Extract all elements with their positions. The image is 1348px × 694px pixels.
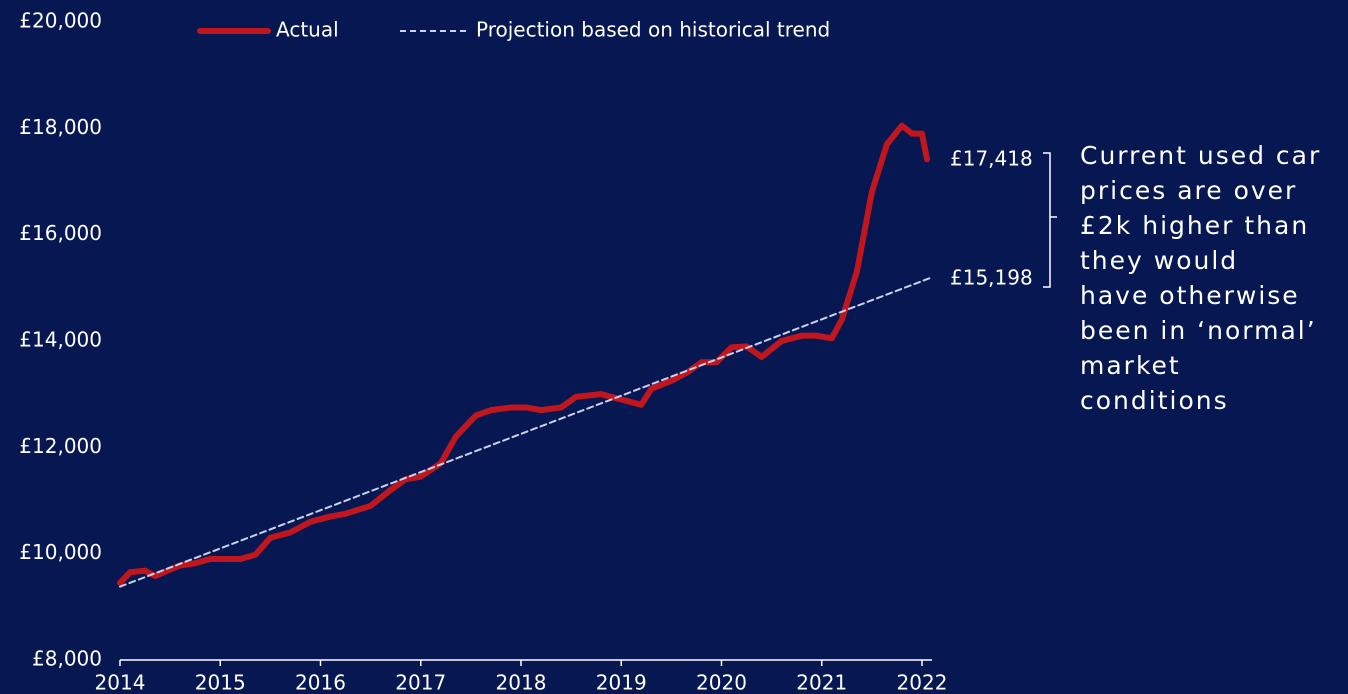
bracket <box>1043 152 1057 288</box>
x-tick-label: 2014 <box>95 671 146 694</box>
annotation-line: Current used car <box>1080 141 1321 170</box>
y-tick-label: £14,000 <box>19 328 102 352</box>
y-tick-label: £8,000 <box>32 647 102 671</box>
x-tick-label: 2019 <box>596 671 647 694</box>
x-tick-label: 2020 <box>696 671 747 694</box>
x-tick-label: 2021 <box>796 671 847 694</box>
series-line <box>117 122 930 586</box>
annotation-line: prices are over <box>1080 176 1297 205</box>
annotation-line: conditions <box>1080 386 1229 415</box>
legend-label: Actual <box>276 18 339 42</box>
annotation-line: have otherwise <box>1080 281 1300 310</box>
y-tick-label: £12,000 <box>19 434 102 458</box>
annotation-line: £2k higher than <box>1080 211 1309 240</box>
y-tick-label: £18,000 <box>19 115 102 139</box>
y-tick-label: £20,000 <box>19 9 102 33</box>
end-label: £15,198 <box>950 266 1033 290</box>
x-tick-label: 2018 <box>496 671 547 694</box>
x-tick-label: 2015 <box>195 671 246 694</box>
x-tick-label: 2016 <box>295 671 346 694</box>
end-label: £17,418 <box>950 147 1033 171</box>
annotation-line: market <box>1080 351 1181 380</box>
x-tick-label: 2022 <box>897 671 948 694</box>
annotation-line: been in ‘normal’ <box>1080 316 1317 345</box>
y-tick-label: £10,000 <box>19 540 102 564</box>
series-line <box>119 276 933 588</box>
y-tick-label: £16,000 <box>19 221 102 245</box>
annotation-line: they would <box>1080 246 1238 275</box>
legend-label: Projection based on historical trend <box>476 18 830 42</box>
x-tick-label: 2017 <box>395 671 446 694</box>
